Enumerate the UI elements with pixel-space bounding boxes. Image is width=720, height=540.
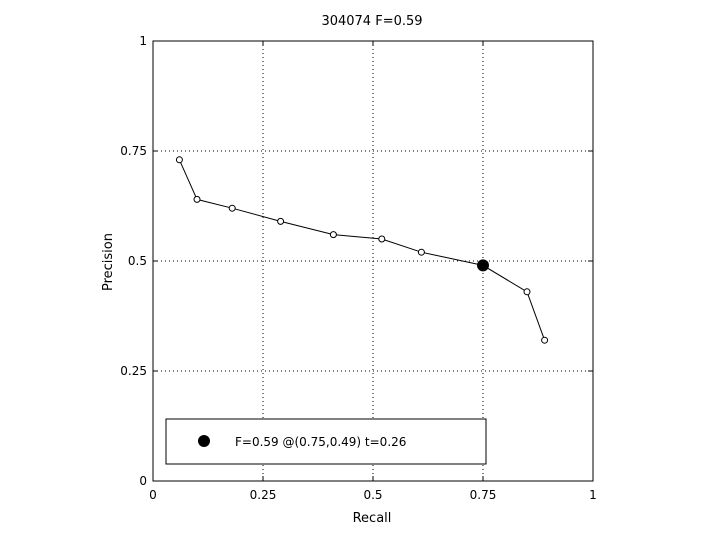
x-tick-label: 0.5 [363,488,382,502]
y-tick-label: 1 [139,34,147,48]
data-point [378,235,386,243]
y-tick-labels: 0 0.25 0.5 0.75 1 [120,34,147,488]
chart-title: 304074 F=0.59 [321,14,422,29]
y-tick-label: 0 [139,474,147,488]
data-point [541,336,549,344]
series-group [175,156,549,344]
y-tick-label: 0.5 [128,254,147,268]
x-axis-label: Recall [353,511,392,526]
y-axis-label: Precision [101,233,116,291]
x-tick-label: 0 [149,488,157,502]
legend-text: F=0.59 @(0.75,0.49) t=0.26 [235,435,406,449]
data-point [277,217,285,225]
x-tick-labels: 0 0.25 0.5 0.75 1 [149,488,597,502]
data-point [228,204,236,212]
legend-frame [165,418,487,465]
data-point [329,231,337,239]
legend-marker [198,435,210,447]
data-point [175,156,183,164]
data-point [193,195,201,203]
data-point [417,248,425,256]
legend-box: F=0.59 @(0.75,0.49) t=0.26 [165,418,487,465]
data-point [523,288,531,296]
y-tick-label: 0.25 [120,364,147,378]
x-tick-label: 0.75 [470,488,497,502]
best-f-point [477,259,489,272]
y-tick-label: 0.75 [120,144,147,158]
x-tick-label: 1 [589,488,597,502]
series-line [178,159,546,341]
x-tick-label: 0.25 [250,488,277,502]
grid-lines [153,41,593,481]
axis-ticks [152,40,594,482]
